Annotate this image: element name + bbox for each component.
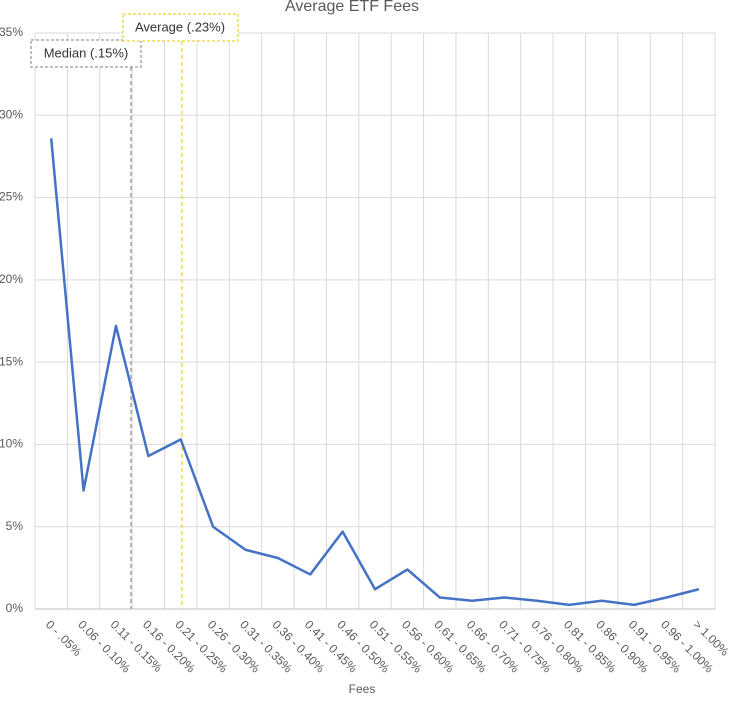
y-tick-label: 35% (0, 25, 23, 39)
y-tick-label: 0% (6, 601, 24, 615)
y-tick-label: 20% (0, 272, 23, 286)
data-line (49, 138, 700, 607)
median-label: Median (.15%) (44, 45, 129, 60)
average-label: Average (.23%) (135, 19, 225, 34)
median-box (30, 39, 142, 68)
y-tick-label: 25% (0, 190, 23, 204)
chart-title: Average ETF Fees (285, 0, 419, 15)
y-tick-label: 30% (0, 107, 23, 121)
y-tick-label: 10% (0, 437, 23, 451)
y-tick-label: 5% (6, 519, 24, 533)
x-axis-label: Fees (349, 682, 376, 696)
average-box (122, 13, 239, 42)
y-tick-label: 15% (0, 354, 23, 368)
